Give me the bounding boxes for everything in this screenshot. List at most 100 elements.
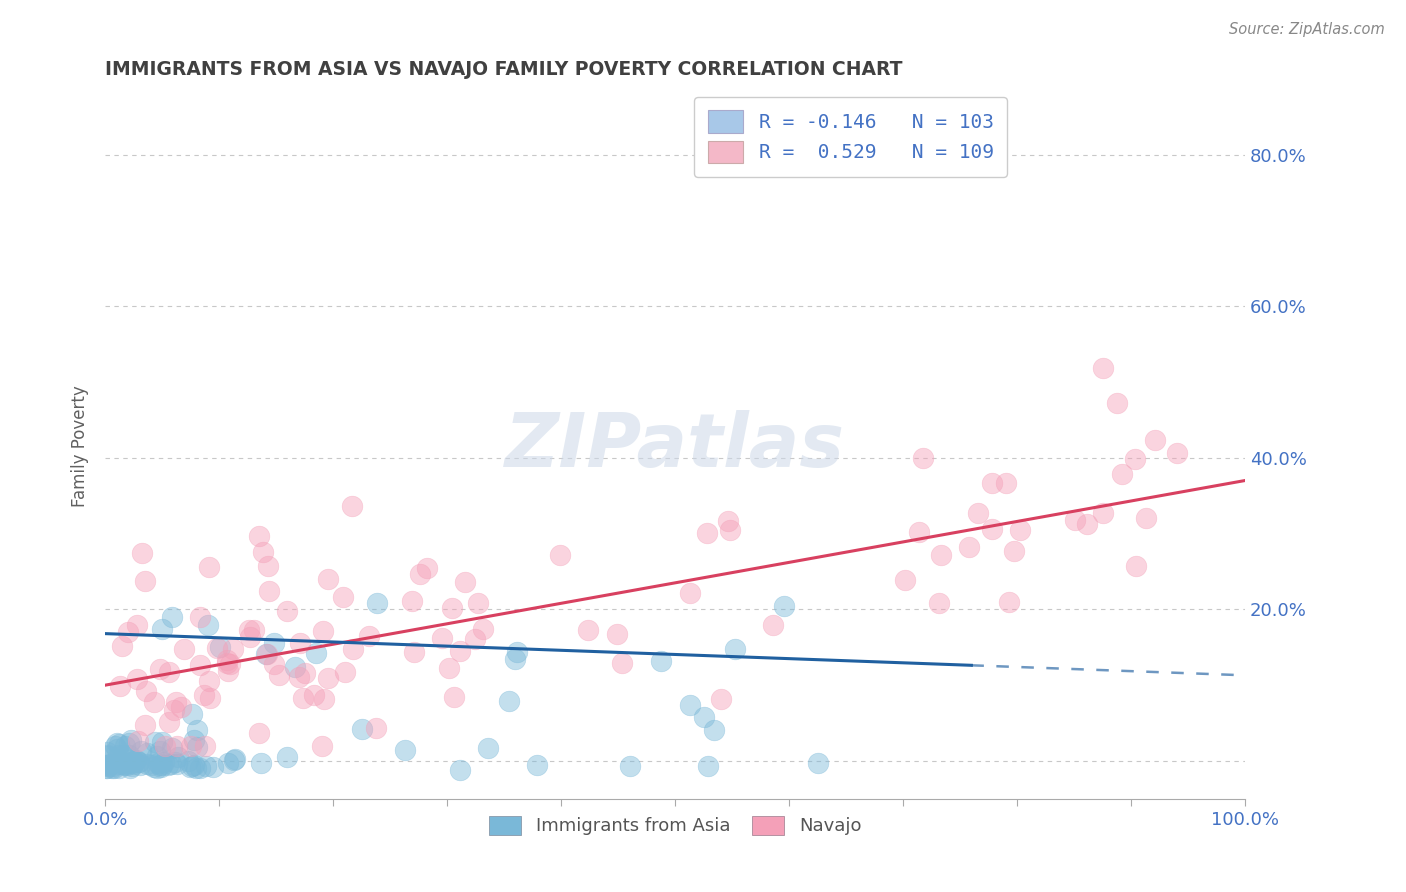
- Point: [471, 622, 494, 636]
- Point: [167, 750, 190, 764]
- Point: [612, 657, 634, 671]
- Point: [134, 717, 156, 731]
- Point: [122, 754, 145, 768]
- Point: [107, 752, 129, 766]
- Point: [1123, 451, 1146, 466]
- Point: [188, 761, 211, 775]
- Point: [131, 546, 153, 560]
- Point: [696, 758, 718, 772]
- Point: [96, 745, 118, 759]
- Point: [139, 758, 162, 772]
- Text: Source: ZipAtlas.com: Source: ZipAtlas.com: [1229, 22, 1385, 37]
- Point: [193, 689, 215, 703]
- Point: [117, 756, 139, 770]
- Point: [718, 524, 741, 538]
- Point: [404, 644, 426, 658]
- Point: [111, 640, 134, 654]
- Point: [1092, 361, 1115, 376]
- Point: [197, 559, 219, 574]
- Point: [125, 618, 148, 632]
- Point: [576, 623, 599, 637]
- Point: [316, 572, 339, 586]
- Point: [96, 761, 118, 775]
- Point: [146, 756, 169, 771]
- Point: [366, 722, 388, 736]
- Point: [202, 759, 225, 773]
- Point: [1107, 396, 1129, 410]
- Point: [967, 507, 990, 521]
- Point: [762, 618, 785, 632]
- Point: [416, 560, 439, 574]
- Point: [980, 476, 1002, 491]
- Point: [160, 757, 183, 772]
- Point: [121, 759, 143, 773]
- Point: [197, 617, 219, 632]
- Point: [256, 647, 278, 661]
- Point: [606, 627, 628, 641]
- Point: [112, 748, 135, 763]
- Point: [129, 758, 152, 772]
- Point: [679, 698, 702, 713]
- Point: [184, 761, 207, 775]
- Point: [394, 743, 416, 757]
- Point: [276, 749, 298, 764]
- Point: [276, 604, 298, 618]
- Point: [503, 651, 526, 665]
- Point: [238, 624, 260, 638]
- Point: [96, 747, 118, 762]
- Point: [311, 739, 333, 753]
- Point: [162, 610, 184, 624]
- Point: [153, 739, 176, 753]
- Point: [219, 657, 242, 671]
- Point: [449, 764, 471, 778]
- Point: [127, 734, 149, 748]
- Point: [128, 755, 150, 769]
- Point: [807, 756, 830, 771]
- Point: [143, 735, 166, 749]
- Point: [366, 596, 388, 610]
- Point: [477, 740, 499, 755]
- Point: [980, 522, 1002, 536]
- Point: [183, 758, 205, 772]
- Point: [437, 660, 460, 674]
- Point: [117, 625, 139, 640]
- Point: [105, 741, 128, 756]
- Point: [122, 754, 145, 768]
- Point: [498, 694, 520, 708]
- Point: [186, 739, 208, 754]
- Point: [125, 754, 148, 768]
- Point: [269, 668, 291, 682]
- Point: [100, 761, 122, 775]
- Point: [284, 660, 307, 674]
- Text: ZIPatlas: ZIPatlas: [505, 410, 845, 483]
- Point: [188, 610, 211, 624]
- Point: [1135, 511, 1157, 525]
- Point: [316, 671, 339, 685]
- Point: [449, 644, 471, 658]
- Point: [150, 758, 173, 772]
- Point: [340, 499, 363, 513]
- Point: [1092, 506, 1115, 520]
- Point: [288, 636, 311, 650]
- Point: [1166, 446, 1188, 460]
- Point: [693, 710, 716, 724]
- Y-axis label: Family Poverty: Family Poverty: [72, 385, 89, 508]
- Point: [120, 732, 142, 747]
- Point: [160, 740, 183, 755]
- Point: [350, 722, 373, 736]
- Point: [292, 691, 315, 706]
- Point: [430, 631, 453, 645]
- Point: [703, 723, 725, 737]
- Point: [1125, 558, 1147, 573]
- Point: [208, 640, 231, 655]
- Point: [150, 734, 173, 748]
- Point: [166, 757, 188, 772]
- Point: [198, 674, 221, 689]
- Point: [108, 761, 131, 775]
- Point: [101, 759, 124, 773]
- Point: [294, 665, 316, 680]
- Point: [98, 756, 121, 771]
- Point: [122, 756, 145, 771]
- Point: [1002, 544, 1025, 558]
- Point: [108, 756, 131, 771]
